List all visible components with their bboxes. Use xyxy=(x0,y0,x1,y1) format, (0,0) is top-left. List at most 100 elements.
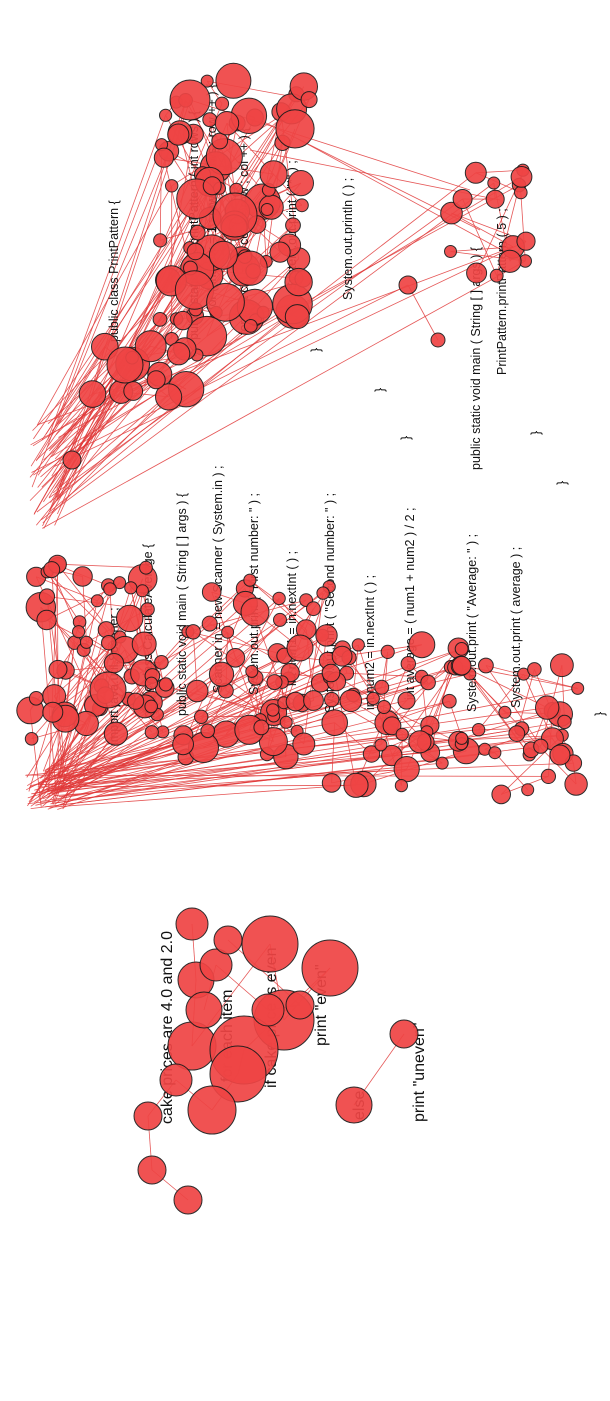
fixation-circle xyxy=(213,193,257,237)
fixation-circle xyxy=(267,675,282,690)
fixation-circle xyxy=(215,97,228,110)
code-line: public static void main ( String [ ] arg… xyxy=(175,493,189,716)
fixation-circle xyxy=(203,177,221,195)
fixation-circle xyxy=(325,692,339,706)
fixation-circle xyxy=(316,625,337,646)
code-line: System.out.print ( average ) ; xyxy=(509,547,523,708)
fixation-circle xyxy=(147,371,165,389)
fixation-circle xyxy=(186,992,222,1028)
fixation-circle xyxy=(233,251,267,285)
fixation-circle xyxy=(515,186,528,199)
fixation-circle xyxy=(273,592,285,604)
fixation-circle xyxy=(286,692,305,711)
fixation-circle xyxy=(443,694,457,708)
fixation-circle xyxy=(202,583,221,602)
fixation-circle xyxy=(536,696,559,719)
fixation-circle xyxy=(288,171,313,196)
fixation-circle xyxy=(489,747,501,759)
fixation-circle xyxy=(44,562,60,578)
fixation-circle xyxy=(399,276,417,294)
fixation-circle xyxy=(244,574,256,586)
fixation-circle xyxy=(409,731,431,753)
fixation-circle xyxy=(203,113,217,127)
fixation-circle xyxy=(160,1064,192,1096)
fixation-circle xyxy=(167,343,189,365)
fixation-circle xyxy=(128,693,144,709)
fixation-circle xyxy=(246,665,258,677)
fixation-circle xyxy=(453,190,472,209)
code-line: } xyxy=(529,431,543,435)
fixation-circle xyxy=(216,63,251,98)
code-line: } xyxy=(373,388,387,392)
fixation-circle xyxy=(155,656,169,670)
fixation-circle xyxy=(49,660,67,678)
fixation-circle xyxy=(242,916,298,972)
fixation-circle xyxy=(534,739,548,753)
fixation-circle xyxy=(456,732,468,744)
fixation-circle xyxy=(274,613,287,626)
fixation-circle xyxy=(270,242,290,262)
fixation-circle xyxy=(132,632,156,656)
fixation-circle xyxy=(296,199,309,212)
saccade-line xyxy=(57,564,146,568)
fixation-circle xyxy=(170,80,210,120)
code-line: public class PrintPattern { xyxy=(107,200,121,342)
fixation-circle xyxy=(173,734,194,755)
code-line: } xyxy=(593,712,607,716)
fixation-circle xyxy=(511,167,532,188)
fixation-circle xyxy=(140,561,153,574)
fixation-circle xyxy=(276,110,314,148)
fixation-circle xyxy=(90,672,126,708)
fixation-circle xyxy=(509,726,525,742)
fixation-circle xyxy=(201,724,215,738)
fixation-circle xyxy=(445,246,457,258)
fixation-circle xyxy=(136,585,148,597)
fixation-circle xyxy=(145,700,158,713)
fixation-circle xyxy=(104,583,117,596)
fixation-circle xyxy=(43,702,63,722)
fixation-circle xyxy=(452,656,471,675)
fixation-circle xyxy=(390,1020,418,1048)
fixation-circle xyxy=(176,908,208,940)
fixation-circle xyxy=(286,218,301,233)
code-line: PrintPattern.printPattern ( 5 ) ; xyxy=(495,208,509,375)
fixation-circle xyxy=(486,190,504,208)
fixation-circle xyxy=(186,625,200,639)
fixation-circle xyxy=(285,268,312,295)
fixation-circle xyxy=(80,636,92,648)
fixation-circle xyxy=(565,773,587,795)
fixation-circle xyxy=(336,1087,372,1123)
code-line: } xyxy=(555,481,569,485)
fixation-circle xyxy=(375,739,387,751)
fixation-circle xyxy=(254,720,269,735)
fixation-circle xyxy=(186,680,208,702)
fixation-circle xyxy=(207,283,245,321)
fixation-circle xyxy=(168,124,189,145)
fixation-circle xyxy=(188,1086,236,1134)
fixation-circle xyxy=(287,635,313,661)
fixation-circle xyxy=(499,250,521,272)
fixation-circle xyxy=(332,646,352,666)
fixation-circle xyxy=(378,701,391,714)
fixation-circle xyxy=(209,241,237,269)
fixation-circle xyxy=(252,994,284,1026)
fixation-circle xyxy=(160,109,172,121)
fixation-circle xyxy=(317,587,329,599)
fixation-circle xyxy=(488,177,500,189)
fixation-circle xyxy=(222,626,234,638)
fixation-circle xyxy=(174,1186,202,1214)
fixation-circle xyxy=(154,234,167,247)
fixation-circle xyxy=(304,691,324,711)
fixation-circle xyxy=(409,632,435,658)
code-line: } xyxy=(309,348,323,352)
fixation-circle xyxy=(322,710,348,736)
fixation-circle xyxy=(293,733,315,755)
fixation-circle xyxy=(551,654,574,677)
fixation-circle xyxy=(479,658,494,673)
fixation-circle xyxy=(398,692,415,709)
fixation-circle xyxy=(190,225,205,240)
fixation-circle xyxy=(187,243,203,259)
fixation-circle xyxy=(63,451,81,469)
fixation-circle xyxy=(124,382,143,401)
fixation-circle xyxy=(209,662,233,686)
